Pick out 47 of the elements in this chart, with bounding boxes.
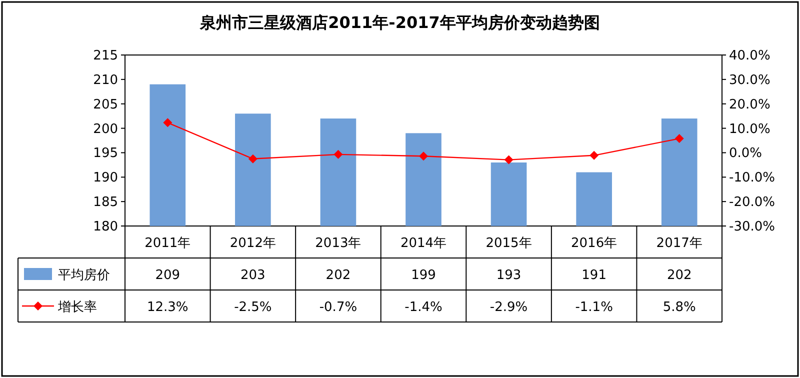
x-tick-label: 2012年 [230, 236, 276, 251]
y2-tick-label: -10.0% [729, 170, 775, 186]
y-tick-label: 190 [93, 170, 118, 186]
data-label: 209 [155, 268, 180, 283]
y-tick-label: 210 [93, 72, 118, 88]
data-label: -2.9% [490, 300, 528, 315]
y2-tick-label: -30.0% [729, 220, 775, 234]
data-label: -0.7% [319, 300, 358, 315]
x-tick-label: 2013年 [315, 236, 362, 251]
legend-label: 平均房价 [58, 267, 110, 283]
y2-tick-label: 40.0% [729, 48, 770, 64]
data-label: 202 [326, 268, 351, 283]
y2-tick-label: 30.0% [729, 72, 770, 88]
y2-tick-label: 20.0% [729, 97, 770, 112]
y-tick-label: 215 [93, 48, 118, 64]
y-tick-label: 200 [93, 122, 118, 137]
point [504, 155, 514, 164]
y-tick-label: 180 [93, 220, 118, 234]
y-tick-label: 205 [93, 97, 118, 112]
point [419, 152, 428, 161]
legend-label: 增长率 [57, 299, 97, 315]
data-label: 199 [411, 268, 436, 283]
y-tick-label: 195 [93, 146, 118, 162]
x-tick-label: 2015年 [486, 236, 532, 251]
data-label: 202 [666, 268, 692, 283]
y2-tick-label: 10.0% [729, 122, 770, 137]
y2-tick-label: -20.0% [729, 195, 775, 210]
point [674, 134, 684, 144]
data-label: 191 [582, 268, 606, 283]
data-label: 203 [240, 268, 266, 283]
y-tick-label: 185 [93, 195, 118, 210]
data-label: 12.3% [146, 300, 188, 315]
point [334, 150, 343, 159]
chart-title: 泉州市三星级酒店2011年-2017年平均房价变动趋势图 [199, 13, 600, 32]
x-tick-label: 2017年 [656, 236, 702, 251]
data-label: -2.5% [234, 300, 272, 315]
data-label: 193 [496, 268, 522, 283]
x-tick-label: 2016年 [571, 236, 618, 251]
data-label: -1.4% [404, 300, 442, 315]
point [590, 150, 599, 160]
data-label: -1.1% [575, 300, 613, 315]
y2-tick-label: 0.0% [729, 146, 762, 162]
point [163, 118, 172, 128]
x-tick-label: 2011年 [144, 236, 191, 251]
data-label: 5.8% [662, 300, 696, 315]
x-tick-label: 2014年 [400, 236, 447, 251]
point [248, 154, 258, 164]
